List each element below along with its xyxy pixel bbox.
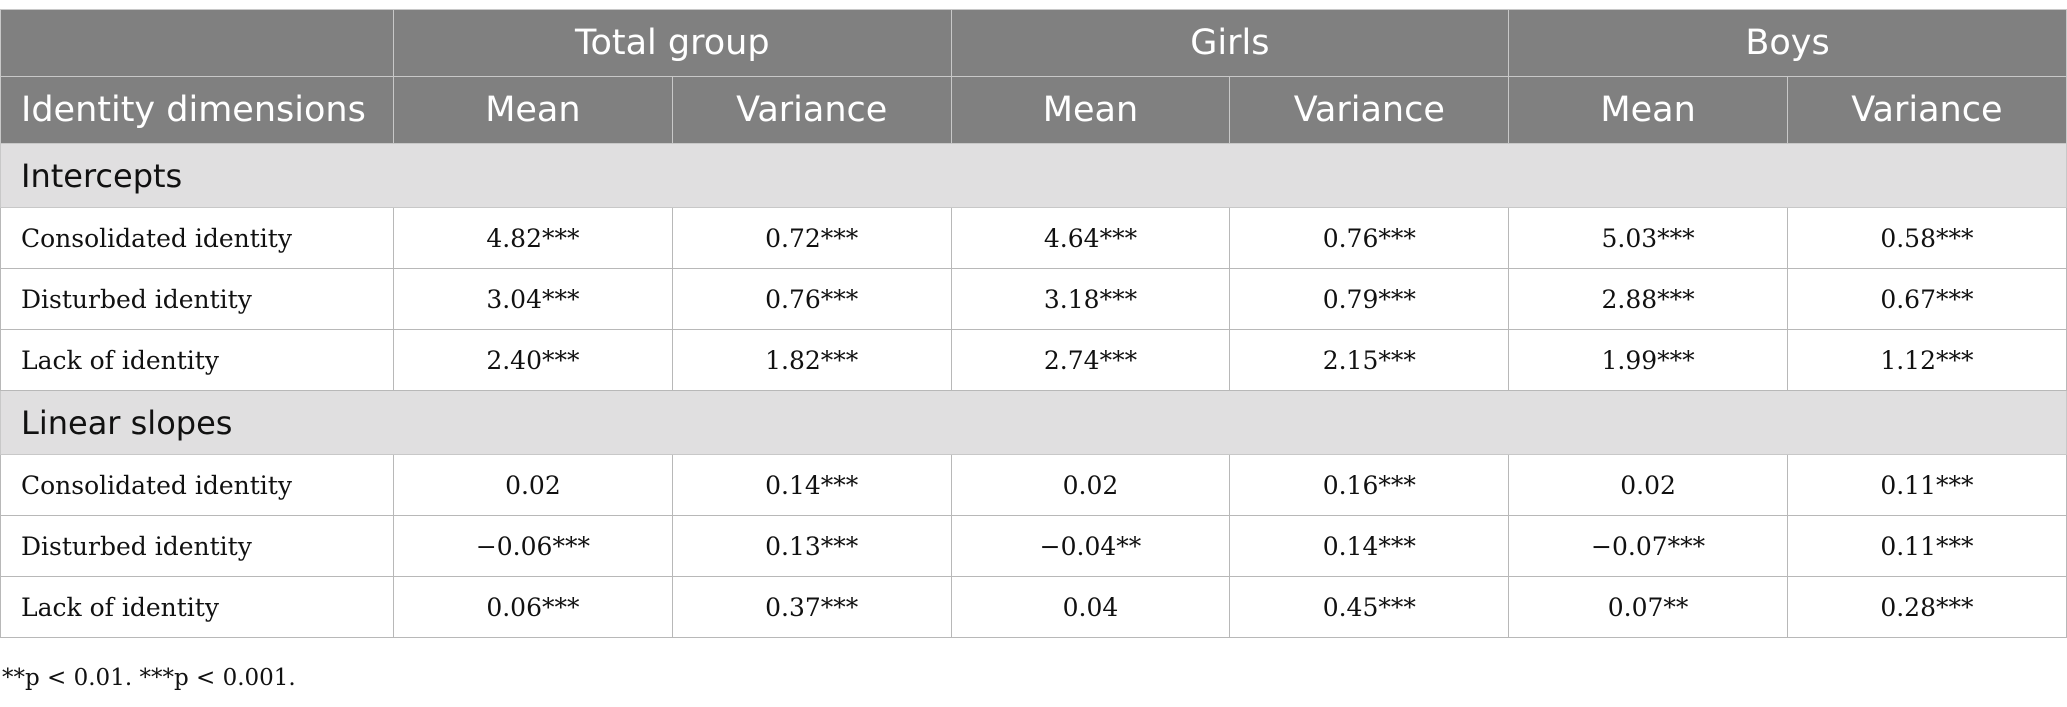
- group-header-boys: Boys: [1508, 9, 2067, 77]
- value-cell: 0.02: [393, 454, 673, 516]
- group-header-total: Total group: [393, 9, 952, 77]
- row-label: Disturbed identity: [0, 268, 394, 330]
- value-cell: 0.14***: [671, 454, 952, 516]
- value-cell: 0.72***: [671, 207, 952, 269]
- results-table: Total group Girls Boys Identity dimensio…: [0, 9, 2067, 638]
- value-cell: 0.79***: [1229, 268, 1510, 330]
- value-cell: 1.12***: [1787, 329, 2067, 391]
- col-header-boys-variance: Variance: [1787, 76, 2067, 144]
- value-cell: 2.88***: [1508, 268, 1788, 330]
- value-cell: 2.15***: [1229, 329, 1510, 391]
- value-cell: 1.99***: [1508, 329, 1788, 391]
- value-cell: 2.74***: [950, 329, 1231, 391]
- col-header-girls-mean: Mean: [950, 76, 1231, 144]
- value-cell: 0.28***: [1787, 576, 2067, 638]
- value-cell: 0.45***: [1229, 576, 1510, 638]
- table-footnote: **p < 0.01. ***p < 0.001.: [2, 665, 296, 691]
- value-cell: 4.82***: [393, 207, 673, 269]
- value-cell: 0.76***: [1229, 207, 1510, 269]
- row-label: Lack of identity: [0, 576, 394, 638]
- value-cell: 0.11***: [1787, 454, 2067, 516]
- table-row: Disturbed identity 3.04*** 0.76*** 3.18*…: [0, 268, 2067, 330]
- section-title: Intercepts: [0, 143, 2067, 208]
- col-header-boys-mean: Mean: [1508, 76, 1788, 144]
- table-row: Lack of identity 0.06*** 0.37*** 0.04 0.…: [0, 576, 2067, 638]
- value-cell: 0.11***: [1787, 515, 2067, 577]
- value-cell: 0.16***: [1229, 454, 1510, 516]
- column-header-row: Identity dimensions Mean Variance Mean V…: [0, 76, 2067, 144]
- value-cell: −0.07***: [1508, 515, 1788, 577]
- value-cell: 2.40***: [393, 329, 673, 391]
- section-row-linear-slopes: Linear slopes: [0, 390, 2067, 455]
- value-cell: 0.13***: [671, 515, 952, 577]
- col-header-girls-variance: Variance: [1229, 76, 1510, 144]
- value-cell: 0.67***: [1787, 268, 2067, 330]
- table-row: Disturbed identity −0.06*** 0.13*** −0.0…: [0, 515, 2067, 577]
- value-cell: 0.04: [950, 576, 1231, 638]
- value-cell: −0.06***: [393, 515, 673, 577]
- value-cell: 0.07**: [1508, 576, 1788, 638]
- value-cell: 3.04***: [393, 268, 673, 330]
- value-cell: 0.37***: [671, 576, 952, 638]
- value-cell: 0.06***: [393, 576, 673, 638]
- value-cell: 1.82***: [671, 329, 952, 391]
- group-header-girls: Girls: [950, 9, 1510, 77]
- corner-cell: [0, 9, 394, 77]
- row-label-header: Identity dimensions: [0, 76, 394, 144]
- value-cell: 0.76***: [671, 268, 952, 330]
- row-label: Consolidated identity: [0, 454, 394, 516]
- value-cell: 5.03***: [1508, 207, 1788, 269]
- row-label: Lack of identity: [0, 329, 394, 391]
- section-title: Linear slopes: [0, 390, 2067, 455]
- row-label: Disturbed identity: [0, 515, 394, 577]
- section-row-intercepts: Intercepts: [0, 143, 2067, 208]
- col-header-total-variance: Variance: [671, 76, 952, 144]
- value-cell: 3.18***: [950, 268, 1231, 330]
- table-row: Consolidated identity 0.02 0.14*** 0.02 …: [0, 454, 2067, 516]
- group-header-row: Total group Girls Boys: [0, 9, 2067, 77]
- value-cell: 0.14***: [1229, 515, 1510, 577]
- value-cell: −0.04**: [950, 515, 1231, 577]
- value-cell: 0.02: [1508, 454, 1788, 516]
- table-row: Consolidated identity 4.82*** 0.72*** 4.…: [0, 207, 2067, 269]
- row-label: Consolidated identity: [0, 207, 394, 269]
- value-cell: 0.58***: [1787, 207, 2067, 269]
- col-header-total-mean: Mean: [393, 76, 673, 144]
- table-row: Lack of identity 2.40*** 1.82*** 2.74***…: [0, 329, 2067, 391]
- value-cell: 0.02: [950, 454, 1231, 516]
- value-cell: 4.64***: [950, 207, 1231, 269]
